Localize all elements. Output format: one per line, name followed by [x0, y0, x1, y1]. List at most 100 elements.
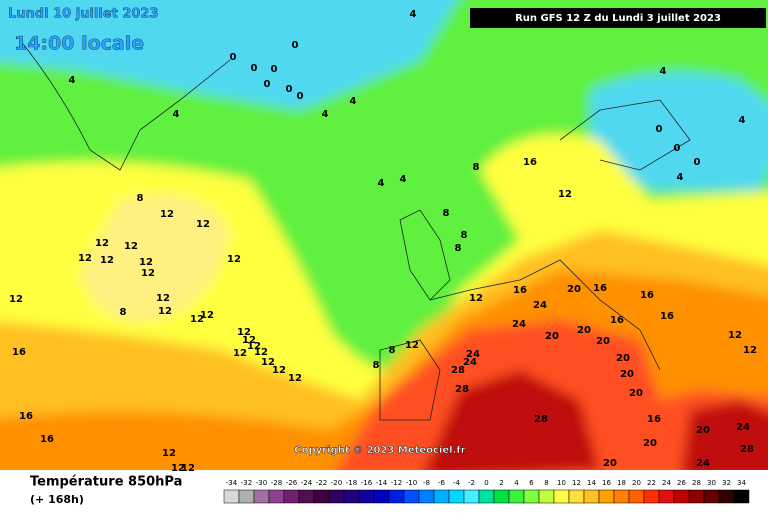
- contour-label: 16: [593, 283, 607, 294]
- contour-label: 0: [286, 84, 293, 95]
- contour-label: 28: [455, 384, 469, 395]
- legend-swatch: [523, 489, 540, 504]
- legend-swatch: [418, 489, 435, 504]
- contour-label: 12: [95, 238, 109, 249]
- legend-label: 0: [484, 479, 488, 487]
- contour-label: 0: [251, 63, 258, 74]
- contour-label: 12: [190, 314, 204, 325]
- contour-label: 16: [12, 347, 26, 358]
- legend-swatch: [358, 489, 375, 504]
- legend-swatch: [433, 489, 450, 504]
- legend-swatch: [238, 489, 255, 504]
- legend-label: 32: [722, 479, 731, 487]
- legend-label: 14: [587, 479, 596, 487]
- legend-label: 6: [529, 479, 534, 487]
- contour-label: 12: [558, 189, 572, 200]
- legend-label: -10: [406, 479, 417, 487]
- contour-label: 4: [660, 66, 667, 77]
- run-box: [470, 8, 766, 28]
- legend-label: -26: [286, 479, 298, 487]
- legend-label: 12: [572, 479, 581, 487]
- legend-label: -28: [271, 479, 282, 487]
- legend-label: 30: [707, 479, 716, 487]
- contour-label: 16: [640, 290, 654, 301]
- contour-label: 8: [120, 307, 127, 318]
- contour-label: 8: [137, 193, 144, 204]
- legend-swatch: [538, 489, 555, 504]
- legend-swatch: [628, 489, 645, 504]
- legend-swatch: [643, 489, 660, 504]
- legend-swatch: [343, 489, 360, 504]
- contour-label: 0: [292, 40, 299, 51]
- contour-label: 16: [610, 315, 624, 326]
- legend-label: 22: [647, 479, 656, 487]
- contour-label: 12: [158, 306, 172, 317]
- legend-swatch: [493, 489, 510, 504]
- contour-label: 4: [378, 178, 385, 189]
- legend-swatch: [298, 489, 315, 504]
- run-info: Run GFS 12 Z du Lundi 3 juillet 2023: [515, 13, 721, 24]
- contour-label: 12: [196, 219, 210, 230]
- footer-lead: (+ 168h): [30, 493, 84, 506]
- contour-label: 8: [473, 162, 480, 173]
- contour-label: 20: [545, 331, 559, 342]
- contour-label: 12: [728, 330, 742, 341]
- legend-label: -20: [331, 479, 342, 487]
- contour-label: 12: [156, 293, 170, 304]
- forecast-time: 14:00 locale: [14, 33, 144, 55]
- contour-label: 12: [141, 268, 155, 279]
- legend-swatch: [268, 489, 285, 504]
- contour-label: 16: [523, 157, 537, 168]
- contour-label: 28: [740, 444, 754, 455]
- contour-label: 0: [271, 64, 278, 75]
- contour-label: 12: [288, 373, 302, 384]
- contour-label: 12: [100, 255, 114, 266]
- legend-label: -2: [468, 479, 475, 487]
- contour-label: 8: [443, 208, 450, 219]
- contour-label: 16: [513, 285, 527, 296]
- contour-label: 4: [322, 109, 329, 120]
- contour-label: 12: [247, 341, 261, 352]
- legend-swatch: [673, 489, 690, 504]
- contour-label: 28: [534, 414, 548, 425]
- legend-label: 20: [632, 479, 641, 487]
- legend-swatch: [733, 489, 750, 504]
- contour-label: 4: [173, 109, 180, 120]
- legend-label: 26: [677, 479, 686, 487]
- contour-label: 0: [264, 79, 271, 90]
- legend-label: 4: [514, 479, 519, 487]
- contour-label: 12: [233, 348, 247, 359]
- map-field: [0, 0, 768, 480]
- contour-label: 24: [696, 458, 710, 469]
- contour-label: 20: [596, 336, 610, 347]
- legend-swatch: [613, 489, 630, 504]
- legend-label: 10: [557, 479, 566, 487]
- contour-label: 12: [181, 463, 195, 474]
- legend-swatch: [508, 489, 525, 504]
- legend-swatch: [703, 489, 720, 504]
- legend-swatch: [718, 489, 735, 504]
- contour-label: 12: [261, 357, 275, 368]
- contour-label: 0: [297, 91, 304, 102]
- legend-swatch: [478, 489, 495, 504]
- legend-swatch: [658, 489, 675, 504]
- legend-label: -8: [423, 479, 430, 487]
- legend-swatch: [553, 489, 570, 504]
- contour-label: 12: [139, 257, 153, 268]
- contour-label: 4: [410, 9, 417, 20]
- legend: -34 -32 -30 -28 -26 -24 -22 -20 -18 -16 -14 -12 -10-…: [223, 479, 750, 504]
- legend-label: -12: [391, 479, 402, 487]
- contour-label: 12: [237, 327, 251, 338]
- legend-swatch: [568, 489, 585, 504]
- legend-label: 24: [662, 479, 671, 487]
- contour-label: 12: [743, 345, 757, 356]
- contour-label: 8: [461, 230, 468, 241]
- legend-label: -4: [453, 479, 461, 487]
- legend-label: 18: [617, 479, 626, 487]
- contour-label: 24: [463, 357, 477, 368]
- contour-label: 4: [69, 75, 76, 86]
- contour-label: 12: [9, 294, 23, 305]
- contour-label: 0: [694, 157, 701, 168]
- contour-label: 12: [200, 310, 214, 321]
